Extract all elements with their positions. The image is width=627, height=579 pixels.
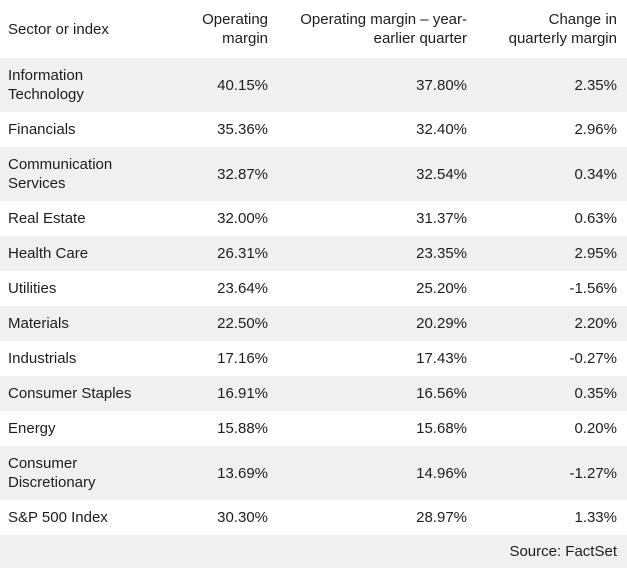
table-header: Sector or index Operating margin Operati… <box>0 0 627 58</box>
header-change-quarterly-margin-label: Change in quarterly margin <box>508 11 617 47</box>
sector-cell: S&P 500 Index <box>8 509 108 526</box>
change-cell: -1.56% <box>569 280 617 297</box>
year-earlier-margin-cell: 16.56% <box>416 385 467 402</box>
table-row: Communication Services 32.87% 32.54% 0.3… <box>0 147 627 201</box>
table-row: Financials 35.36% 32.40% 2.96% <box>0 112 627 147</box>
change-cell: 1.33% <box>574 509 617 526</box>
operating-margin-cell: 35.36% <box>217 121 268 138</box>
table-row: Consumer Staples 16.91% 16.56% 0.35% <box>0 376 627 411</box>
table-row: Health Care 26.31% 23.35% 2.95% <box>0 236 627 271</box>
change-cell: 0.34% <box>574 165 617 183</box>
sector-cell: Energy <box>8 420 56 437</box>
table-row: Utilities 23.64% 25.20% -1.56% <box>0 271 627 306</box>
change-cell: -1.27% <box>569 464 617 482</box>
header-sector-label: Sector or index <box>8 20 109 38</box>
sector-cell: Utilities <box>8 280 57 297</box>
table-row: S&P 500 Index 30.30% 28.97% 1.33% <box>0 500 627 535</box>
change-cell: 2.35% <box>574 76 617 94</box>
operating-margin-cell: 17.16% <box>217 350 268 367</box>
year-earlier-margin-cell: 15.68% <box>416 420 467 437</box>
sector-cell: Information Technology <box>8 67 84 103</box>
header-sector-or-index: Sector or index <box>0 0 140 58</box>
table-body: Information Technology 40.15% 37.80% 2.3… <box>0 58 627 535</box>
operating-margin-cell: 16.91% <box>217 385 268 402</box>
operating-margin-cell: 32.00% <box>217 210 268 227</box>
table-row: Materials 22.50% 20.29% 2.20% <box>0 306 627 341</box>
sector-cell: Industrials <box>8 350 77 367</box>
sector-cell: Consumer Discretionary <box>8 455 96 491</box>
operating-margin-cell: 26.31% <box>217 245 268 262</box>
header-operating-margin: Operating margin <box>140 0 268 58</box>
header-operating-margin-label: Operating margin <box>202 11 268 47</box>
header-row: Sector or index Operating margin Operati… <box>0 0 627 58</box>
year-earlier-margin-cell: 37.80% <box>416 76 467 94</box>
table-row: Consumer Discretionary 13.69% 14.96% -1.… <box>0 446 627 500</box>
year-earlier-margin-cell: 25.20% <box>416 280 467 297</box>
year-earlier-margin-cell: 14.96% <box>416 464 467 482</box>
sector-cell: Consumer Staples <box>8 385 132 402</box>
source-row: Source: FactSet <box>0 535 627 568</box>
change-cell: 0.63% <box>574 210 617 227</box>
table-row: Energy 15.88% 15.68% 0.20% <box>0 411 627 446</box>
operating-margin-cell: 40.15% <box>217 76 268 94</box>
change-cell: 0.20% <box>574 420 617 437</box>
change-cell: 2.95% <box>574 245 617 262</box>
operating-margin-cell: 23.64% <box>217 280 268 297</box>
sector-cell: Financials <box>8 121 76 138</box>
year-earlier-margin-cell: 32.54% <box>416 165 467 183</box>
table-row: Industrials 17.16% 17.43% -0.27% <box>0 341 627 376</box>
sector-cell: Materials <box>8 315 69 332</box>
header-change-quarterly-margin: Change in quarterly margin <box>467 0 627 58</box>
year-earlier-margin-cell: 17.43% <box>416 350 467 367</box>
operating-margin-cell: 32.87% <box>217 165 268 183</box>
sector-cell: Communication Services <box>8 156 113 192</box>
year-earlier-margin-cell: 20.29% <box>416 315 467 332</box>
table-row: Information Technology 40.15% 37.80% 2.3… <box>0 58 627 112</box>
change-cell: -0.27% <box>569 350 617 367</box>
header-year-earlier-margin: Operating margin – year-earlier quarter <box>268 0 467 58</box>
operating-margin-cell: 13.69% <box>217 464 268 482</box>
year-earlier-margin-cell: 23.35% <box>416 245 467 262</box>
year-earlier-margin-cell: 31.37% <box>416 210 467 227</box>
sector-cell: Real Estate <box>8 210 86 227</box>
header-year-earlier-margin-label: Operating margin – year-earlier quarter <box>300 11 467 47</box>
year-earlier-margin-cell: 32.40% <box>416 121 467 138</box>
operating-margin-cell: 22.50% <box>217 315 268 332</box>
change-cell: 2.96% <box>574 121 617 138</box>
operating-margin-cell: 30.30% <box>217 509 268 526</box>
table-row: Real Estate 32.00% 31.37% 0.63% <box>0 201 627 236</box>
year-earlier-margin-cell: 28.97% <box>416 509 467 526</box>
operating-margin-cell: 15.88% <box>217 420 268 437</box>
table-footer: Source: FactSet <box>0 535 627 568</box>
change-cell: 0.35% <box>574 385 617 402</box>
sector-cell: Health Care <box>8 245 89 262</box>
change-cell: 2.20% <box>574 315 617 332</box>
source-label: Source: FactSet <box>0 535 627 568</box>
